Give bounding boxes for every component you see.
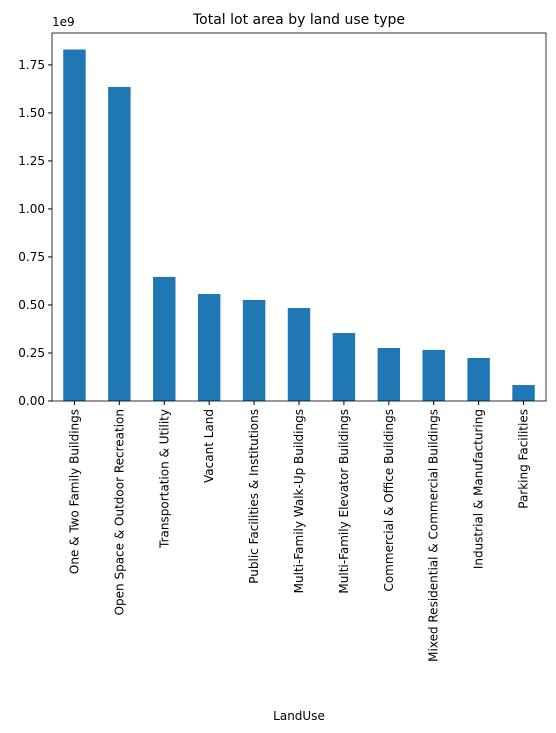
x-tick-label: Parking Facilities (517, 409, 531, 509)
chart-title: Total lot area by land use type (192, 12, 405, 28)
y-tick-label: 0.50 (18, 298, 45, 312)
plot-frame (51, 32, 547, 402)
bar (467, 357, 490, 401)
bar (422, 349, 445, 401)
bar (153, 276, 176, 401)
y-tick-label: 1.00 (18, 202, 45, 216)
bar (63, 49, 86, 401)
y-tick-label: 1.25 (18, 154, 45, 168)
bar (377, 347, 401, 401)
bar (197, 294, 221, 401)
y-tick-label: 1.50 (18, 106, 45, 120)
x-tick-label: Open Space & Outdoor Recreation (112, 409, 126, 615)
y-tick-label: 0.75 (18, 250, 45, 264)
x-tick-label: Industrial & Manufacturing (472, 409, 486, 569)
x-tick-label: One & Two Family Buildings (67, 409, 81, 574)
y-tick-label: 0.25 (18, 346, 45, 360)
x-tick-label: Multi-Family Elevator Buildings (337, 409, 351, 594)
x-tick-label: Commercial & Office Buildings (382, 409, 396, 592)
x-tick-label: Vacant Land (202, 409, 216, 483)
y-offset-label: 1e9 (52, 15, 75, 29)
bar (287, 308, 311, 401)
x-tick-label: Transportation & Utility (157, 409, 171, 549)
x-axis-label: LandUse (273, 709, 325, 723)
bar (512, 385, 535, 401)
y-tick-label: 1.75 (18, 58, 45, 72)
x-tick-label: Mixed Residential & Commercial Buildings (427, 409, 441, 662)
x-tick-label: Public Facilities & Institutions (247, 409, 261, 584)
bar (242, 299, 266, 401)
bar (332, 333, 356, 401)
bar (108, 86, 131, 402)
x-tick-label: Multi-Family Walk-Up Buildings (292, 409, 306, 593)
y-tick-label: 0.00 (18, 394, 45, 408)
